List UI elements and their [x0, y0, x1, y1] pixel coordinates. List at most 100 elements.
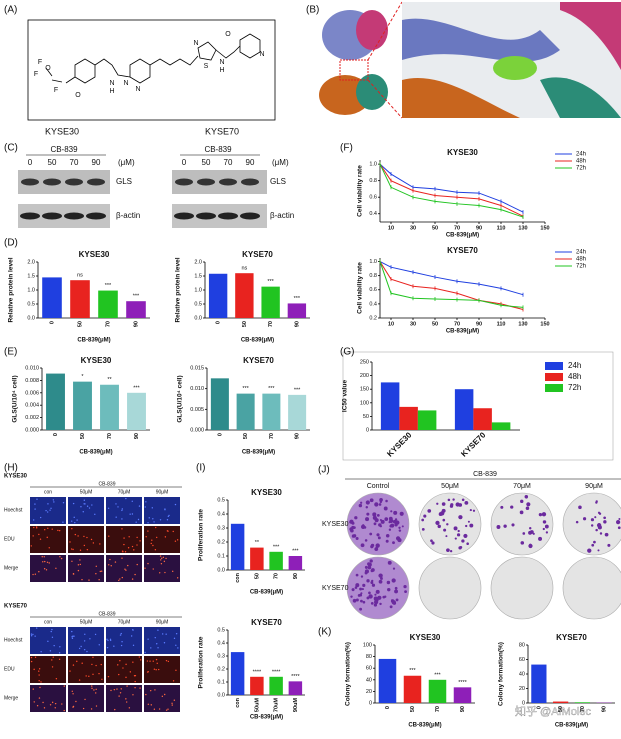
cell-dot	[86, 505, 89, 507]
cell-dot	[115, 516, 117, 518]
x-tick-label: 0	[536, 706, 542, 709]
bar	[127, 392, 146, 430]
colony	[445, 535, 448, 538]
cell-dot	[74, 533, 77, 536]
y-tick-label: 1.5	[194, 273, 202, 279]
atom-label: F	[34, 71, 38, 78]
colony	[617, 526, 621, 530]
cell-dot	[153, 708, 156, 710]
x-tick-label: 90	[294, 321, 300, 327]
atom-label: N	[219, 59, 224, 66]
colony	[357, 593, 361, 597]
y-tick-label: 0.8	[369, 178, 377, 184]
column-label: 90μM	[156, 619, 169, 625]
cell-dot	[77, 535, 79, 537]
cell-dot	[176, 539, 179, 541]
cell-dot	[99, 543, 101, 545]
colony	[404, 590, 407, 594]
cell-dot	[80, 645, 82, 648]
row-label: Merge	[4, 565, 18, 571]
colony	[582, 517, 587, 521]
colony	[616, 520, 621, 525]
y-tick-label: 0.2	[217, 539, 225, 545]
cell-dot	[51, 701, 54, 704]
cell-dot	[71, 520, 73, 522]
image-tile	[106, 656, 142, 683]
colony-plate	[490, 556, 554, 620]
row-label: Hoechst	[4, 507, 23, 513]
cell-dot	[172, 530, 174, 533]
colony	[360, 543, 365, 548]
cell-dot	[51, 659, 53, 661]
cell-dot	[83, 499, 86, 501]
cell-dot	[124, 551, 127, 553]
colony	[392, 519, 397, 524]
column-label: 70μM	[118, 619, 131, 625]
colony	[350, 595, 353, 598]
cell-dot	[165, 709, 168, 711]
image-tile	[106, 627, 142, 654]
cell-dot	[116, 688, 118, 690]
cell-dot	[125, 663, 127, 666]
cell-dot	[36, 705, 39, 707]
cell-dot	[127, 547, 130, 549]
y-tick-label: 0.0	[194, 315, 202, 321]
colony	[351, 534, 356, 538]
cell-dot	[160, 563, 163, 565]
column-label: 50μM	[80, 489, 93, 495]
image-tile	[144, 497, 180, 524]
cell-dot	[147, 522, 149, 524]
cell-dot	[51, 666, 54, 668]
cell-dot	[46, 536, 48, 539]
colony	[365, 506, 369, 509]
cell-dot	[51, 528, 53, 530]
colony	[532, 532, 535, 535]
cell-dot	[42, 701, 44, 704]
cell-dot	[125, 698, 127, 700]
colony	[500, 505, 504, 509]
colony	[398, 526, 401, 529]
x-tick-label: 50	[432, 321, 438, 327]
colony	[427, 509, 432, 513]
cell-dot	[71, 637, 74, 640]
x-tick-label: 90	[476, 225, 482, 231]
cell-dot	[77, 564, 80, 566]
x-tick-label: 50	[80, 433, 86, 439]
colony	[607, 543, 611, 547]
cell-dot	[171, 704, 173, 706]
cell-dot	[174, 503, 177, 506]
blot-band	[197, 178, 215, 186]
panel-label: (J)	[318, 465, 330, 476]
colony	[590, 524, 594, 527]
chart-title: KYSE70	[243, 356, 274, 365]
cell-dot	[81, 578, 83, 581]
colony	[355, 573, 359, 577]
y-tick-label: 0.3	[217, 525, 225, 531]
bar	[288, 681, 303, 695]
cell-dot	[49, 704, 52, 706]
y-tick-label: 0.6	[369, 195, 377, 201]
cell-dot	[71, 630, 73, 633]
cell-dot	[128, 536, 130, 538]
cell-dot	[94, 633, 97, 636]
y-tick-label: 250	[360, 359, 369, 365]
cell-dot	[120, 688, 122, 690]
chart-title: KYSE70	[556, 633, 587, 642]
colony	[449, 549, 453, 553]
y-tick-label: 1.0	[369, 162, 377, 168]
bar	[531, 664, 547, 703]
cell-dot	[147, 638, 149, 640]
cell-dot	[106, 638, 108, 640]
colony	[367, 562, 371, 566]
cell-dot	[93, 689, 95, 691]
colony	[526, 502, 531, 507]
cell-dot	[123, 537, 125, 539]
significance-label: *	[81, 374, 84, 380]
x-tick-label: 70	[454, 321, 460, 327]
bar	[262, 393, 281, 430]
cell-dot	[49, 650, 52, 652]
chart-title: KYSE70	[242, 250, 273, 259]
colony	[599, 532, 603, 535]
colony	[603, 516, 606, 520]
cell-dot	[126, 685, 128, 687]
